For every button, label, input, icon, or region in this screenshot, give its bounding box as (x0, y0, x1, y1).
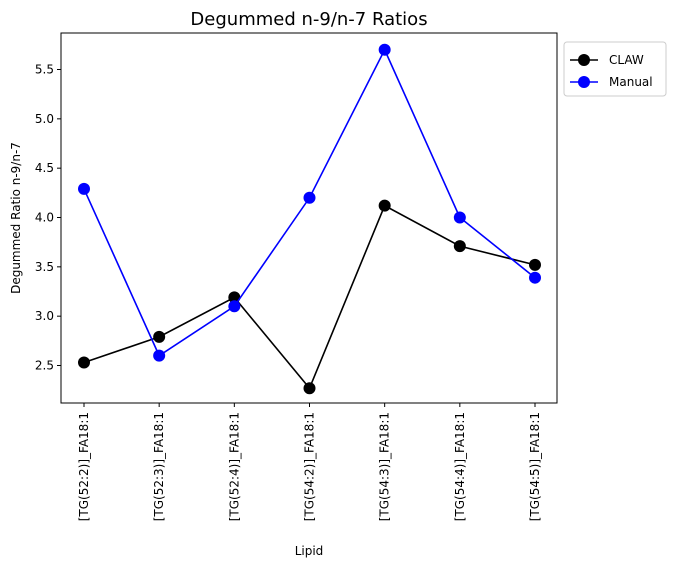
data-point-claw (529, 258, 541, 271)
series-line-claw (83, 204, 536, 390)
y-tick-label: 4.5 (35, 161, 54, 175)
legend-marker-claw (578, 54, 590, 66)
x-tick-label: [TG(52:4)]_FA18:1 (227, 412, 241, 521)
y-axis: 2.5 3.0 3.5 4.0 4.5 5.0 5.5 (35, 63, 61, 373)
y-tick-label: 2.5 (35, 359, 54, 373)
data-point-claw (153, 330, 166, 343)
x-axis-label: Lipid (295, 544, 324, 558)
data-point-claw (378, 199, 391, 212)
legend-marker-manual (578, 76, 590, 88)
data-point-claw (228, 291, 241, 304)
y-tick-label: 5.5 (35, 63, 54, 77)
x-tick-label: [TG(54:4)]_FA18:1 (453, 412, 467, 521)
data-point-manual (529, 271, 541, 284)
data-point-claw (78, 356, 90, 369)
y-tick-label: 4.0 (35, 211, 54, 225)
data-point-manual (453, 211, 466, 224)
x-tick-label: [TG(54:3)]_FA18:1 (378, 412, 392, 521)
chart-title: Degummed n-9/n-7 Ratios (190, 9, 427, 30)
legend-label-manual: Manual (609, 75, 653, 89)
legend-label-claw: CLAW (609, 53, 644, 67)
data-point-manual (303, 191, 316, 204)
y-tick-label: 3.0 (35, 309, 54, 323)
plot-area (60, 32, 558, 404)
x-tick-label: [TG(54:2)]_FA18:1 (303, 412, 317, 521)
x-tick-label: [TG(52:3)]_FA18:1 (152, 412, 166, 521)
data-point-manual (78, 182, 90, 195)
x-tick-label: [TG(52:2)]_FA18:1 (77, 412, 91, 521)
y-axis-label: Degummed Ratio n-9/n-7 (9, 142, 23, 294)
series-layer (78, 43, 541, 395)
legend: CLAW Manual (563, 41, 667, 97)
x-tick-label: [TG(54:5)]_FA18:1 (528, 412, 542, 521)
y-tick-label: 3.5 (35, 260, 54, 274)
x-axis: [TG(52:2)]_FA18:1 [TG(52:3)]_FA18:1 [TG(52… (77, 403, 542, 521)
data-point-claw (303, 382, 316, 395)
data-point-claw (453, 240, 466, 253)
data-point-manual (153, 349, 166, 362)
data-point-manual (378, 43, 391, 56)
y-tick-label: 5.0 (35, 112, 54, 126)
data-point-manual (228, 300, 241, 313)
